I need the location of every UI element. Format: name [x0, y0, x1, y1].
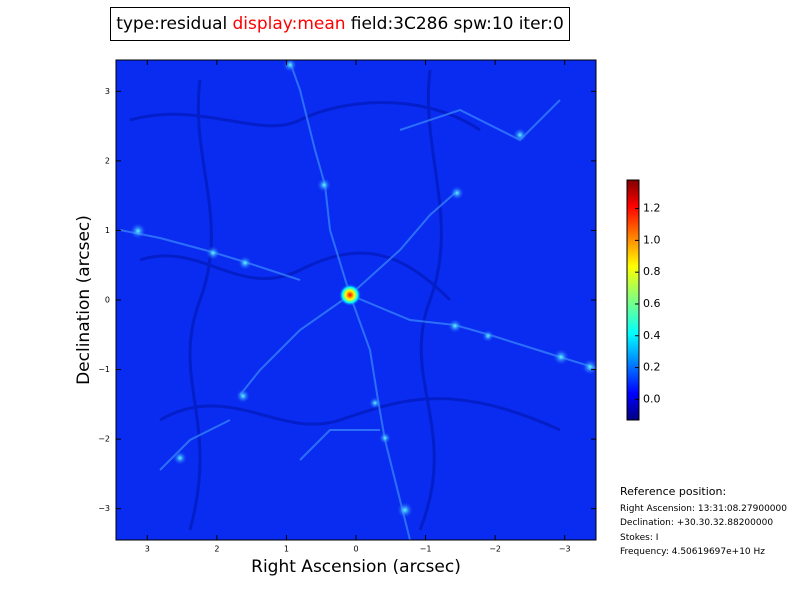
title-item: spw:10 [453, 14, 514, 34]
x-tick-label: 3 [145, 545, 150, 554]
image [116, 60, 596, 540]
y-tick-label: −1 [98, 365, 110, 374]
x-tick-label: −2 [489, 545, 501, 554]
title-item: field:3C286 [350, 14, 449, 34]
reference-title: Reference position: [620, 485, 727, 498]
title-item: iter:0 [518, 14, 564, 34]
title-box: type:residual display:mean field:3C286 spw:… [110, 7, 570, 41]
x-tick-label: −3 [559, 545, 571, 554]
reference-line: Frequency: 4.50619697e+10 Hz [620, 547, 766, 557]
x-tick-label: 2 [214, 545, 219, 554]
reference-line: Stokes: I [620, 532, 659, 543]
colorbar-tick-label: 1.0 [643, 233, 661, 246]
bright-spots [130, 60, 596, 518]
reference-info: Reference position: Right Ascension: 13:… [620, 485, 787, 560]
colorbar-tick-label: 0.8 [643, 265, 661, 278]
y-tick-label: −2 [98, 435, 110, 444]
reference-line: Declination: +30.30.32.88200000 [620, 518, 774, 528]
y-tick-label: −3 [98, 504, 110, 513]
y-tick-label: 2 [105, 156, 110, 165]
colorbar-tick-label: 0.2 [643, 361, 661, 374]
colorbar [626, 179, 640, 421]
colorbar-tick-label: 0.0 [643, 392, 661, 405]
x-tick-label: 1 [284, 545, 289, 554]
colorbar-tick-label: 0.4 [643, 329, 661, 342]
y-tick-label: 1 [105, 226, 110, 235]
reference-line: Right Ascension: 13:31:08.27900000 [620, 503, 787, 514]
x-axis-label: Right Ascension (arcsec) [251, 557, 461, 577]
x-tick-label: −1 [420, 545, 432, 554]
colorbar-tick-label: 1.2 [643, 202, 661, 215]
x-tick-label: 0 [353, 545, 358, 554]
y-axis-label: Declination (arcsec) [74, 215, 94, 385]
y-tick-label: 0 [105, 296, 110, 305]
colorbar-tick-label: 0.6 [643, 297, 661, 310]
y-tick-label: 3 [105, 87, 110, 96]
title-item: type:residual [116, 14, 228, 34]
title-item: display:mean [232, 14, 346, 34]
